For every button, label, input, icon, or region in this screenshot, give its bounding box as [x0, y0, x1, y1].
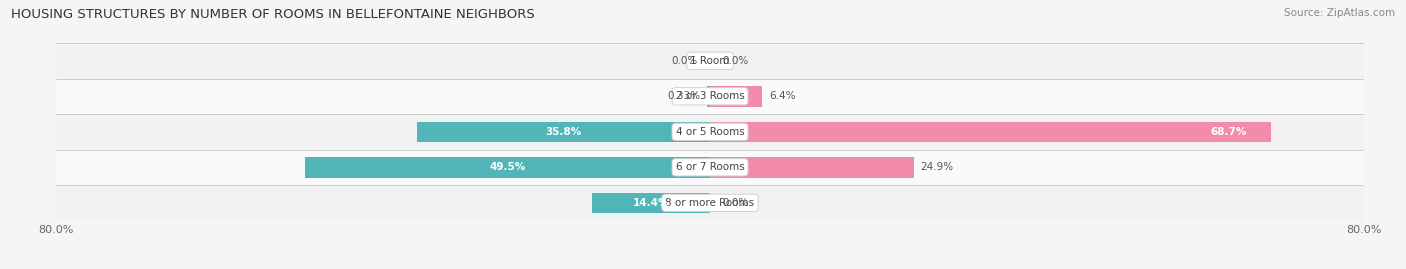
Bar	[710, 86, 762, 107]
Text: 35.8%: 35.8%	[546, 127, 582, 137]
Bar	[418, 122, 710, 142]
Bar	[305, 157, 710, 178]
Text: 4 or 5 Rooms: 4 or 5 Rooms	[676, 127, 744, 137]
Text: 49.5%: 49.5%	[489, 162, 526, 172]
Bar	[56, 185, 1364, 221]
Text: Source: ZipAtlas.com: Source: ZipAtlas.com	[1284, 8, 1395, 18]
Text: 68.7%: 68.7%	[1211, 127, 1247, 137]
Text: 2 or 3 Rooms: 2 or 3 Rooms	[676, 91, 744, 101]
Text: 14.4%: 14.4%	[633, 198, 669, 208]
Text: 24.9%: 24.9%	[920, 162, 953, 172]
Bar	[592, 193, 710, 213]
Bar	[56, 43, 1364, 79]
Text: 0.0%: 0.0%	[723, 198, 748, 208]
Text: 8 or more Rooms: 8 or more Rooms	[665, 198, 755, 208]
Text: 6.4%: 6.4%	[769, 91, 796, 101]
Text: 1 Room: 1 Room	[690, 56, 730, 66]
Bar	[56, 114, 1364, 150]
Bar	[707, 86, 710, 107]
Text: HOUSING STRUCTURES BY NUMBER OF ROOMS IN BELLEFONTAINE NEIGHBORS: HOUSING STRUCTURES BY NUMBER OF ROOMS IN…	[11, 8, 536, 21]
Bar	[56, 79, 1364, 114]
Bar	[56, 150, 1364, 185]
Bar	[710, 157, 914, 178]
Text: 0.0%: 0.0%	[723, 56, 748, 66]
Text: 6 or 7 Rooms: 6 or 7 Rooms	[676, 162, 744, 172]
Text: 0.0%: 0.0%	[672, 56, 697, 66]
Bar	[710, 122, 1271, 142]
Text: 0.33%: 0.33%	[668, 91, 700, 101]
